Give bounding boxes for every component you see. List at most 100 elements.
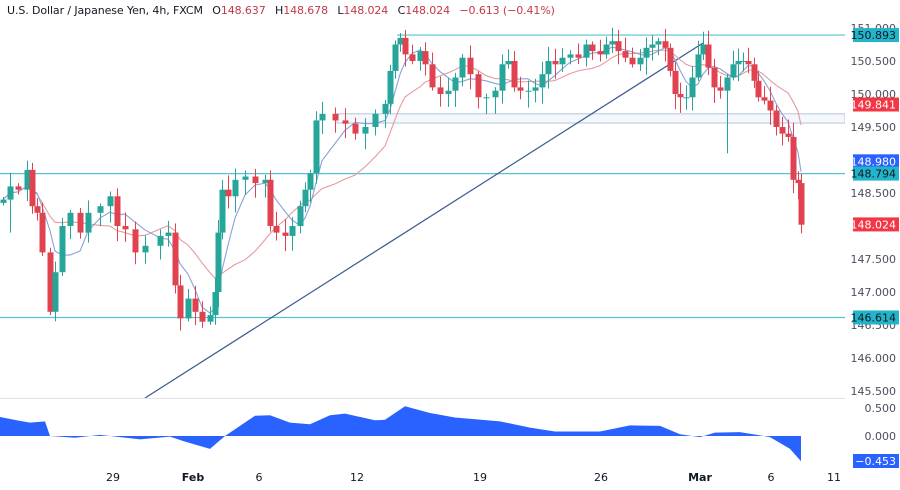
price-badge-level <box>853 28 899 43</box>
bear-candle <box>773 110 780 127</box>
bull-candle <box>609 41 616 45</box>
bear-candle <box>282 232 289 236</box>
bull-candle <box>319 113 326 121</box>
price-badge-level <box>853 310 899 325</box>
bear-candle <box>662 41 669 48</box>
open-value: 148.637 <box>220 4 266 17</box>
bull-candle <box>142 245 149 253</box>
zone-box <box>336 113 846 124</box>
bear-candle <box>755 80 762 98</box>
osc-tick: 0.000 <box>865 430 897 443</box>
price-badge-label: 149.841 <box>851 98 897 111</box>
bull-candle <box>499 64 506 91</box>
bear-candle <box>199 311 206 322</box>
change-value: −0.613 (−0.41%) <box>459 4 555 17</box>
time-label: 6 <box>256 471 263 484</box>
bull-candle <box>559 57 566 65</box>
bear-candle <box>172 232 179 286</box>
bear-candle <box>790 136 797 180</box>
bear-candle <box>132 229 139 253</box>
price-tick: 149.500 <box>851 121 897 134</box>
horizontal-levels <box>0 34 845 319</box>
bull-candle <box>740 61 747 62</box>
bear-candle <box>785 133 792 137</box>
bull-candle <box>689 77 696 98</box>
time-axis[interactable]: 29 Feb 6 12 19 26 Mar 6 11 <box>106 471 841 484</box>
price-tick: 148.500 <box>851 187 897 200</box>
bull-candle <box>643 47 650 58</box>
oscillator-pane <box>0 406 801 462</box>
symbol-title: U.S. Dollar / Japanese Yen, 4h, FXCM <box>7 4 203 17</box>
bear-candle <box>409 54 416 61</box>
slow-ma-line <box>2 49 802 280</box>
bull-candle <box>735 61 742 65</box>
bear-candle <box>798 183 805 225</box>
price-axis[interactable]: 151.000150.500150.000149.500148.500147.5… <box>845 0 900 398</box>
bull-candle <box>382 103 389 114</box>
close-label: C <box>397 4 406 17</box>
bear-candle <box>475 74 482 98</box>
bear-candle <box>615 41 622 52</box>
bull-candle <box>185 298 192 319</box>
bull-candle <box>683 97 690 99</box>
bull-candle <box>85 212 92 233</box>
price-badge-label: 150.893 <box>851 29 897 42</box>
bear-candle <box>122 226 129 230</box>
trendline-segment[interactable] <box>144 42 704 399</box>
bear-candle <box>34 206 41 213</box>
bull-candle <box>724 77 731 91</box>
bear-candle <box>511 61 518 88</box>
high-value: 148.678 <box>283 4 328 17</box>
bull-candle <box>637 57 644 65</box>
bull-candle <box>297 206 304 226</box>
bull-candle <box>59 226 66 273</box>
bear-candle <box>589 44 596 52</box>
bear-candle <box>15 186 22 190</box>
time-label: 26 <box>594 471 608 484</box>
bull-candle <box>539 74 546 88</box>
bear-candle <box>332 113 339 121</box>
trendline[interactable] <box>144 42 704 399</box>
bear-candle <box>352 123 359 134</box>
bull-candle <box>532 87 539 91</box>
bear-candle <box>177 285 184 319</box>
price-badge-label: 148.794 <box>851 168 897 181</box>
candlesticks <box>0 27 805 331</box>
bull-candle <box>212 292 219 316</box>
bear-candle <box>422 51 429 65</box>
bull-candle <box>392 44 399 71</box>
bull-candle <box>649 44 656 48</box>
close-value: 148.024 <box>405 4 451 17</box>
bear-candle <box>517 87 524 91</box>
price-axis-bg <box>845 0 900 398</box>
bull-candle <box>452 77 459 91</box>
bull-candle <box>289 226 296 236</box>
bear-candle <box>622 51 629 58</box>
osc-tick: 0.500 <box>865 402 897 415</box>
price-tick: 145.500 <box>851 385 897 398</box>
price-tick: 150.500 <box>851 55 897 68</box>
bull-candle <box>567 54 574 58</box>
price-tick: 147.000 <box>851 286 897 299</box>
bull-candle <box>52 272 59 312</box>
bull-candle <box>655 41 662 45</box>
bear-candle <box>751 64 758 81</box>
bear-candle <box>672 70 679 94</box>
bull-candle <box>387 70 394 104</box>
bull-candle <box>7 186 14 200</box>
bear-candle <box>717 87 724 91</box>
bear-candle <box>342 120 349 124</box>
price-badge-label: 148.980 <box>851 155 897 168</box>
bear-candle <box>745 61 752 65</box>
time-label: 12 <box>350 471 364 484</box>
bear-candle <box>77 212 84 233</box>
price-tick: 146.000 <box>851 352 897 365</box>
oscillator-axis[interactable]: 0.500 0.000 −0.453 <box>853 402 899 468</box>
time-label: 11 <box>827 471 841 484</box>
chart-legend: U.S. Dollar / Japanese Yen, 4h, FXCM O14… <box>7 4 555 17</box>
bear-candle <box>552 61 559 65</box>
bull-candle <box>417 51 424 61</box>
time-label: 6 <box>768 471 775 484</box>
